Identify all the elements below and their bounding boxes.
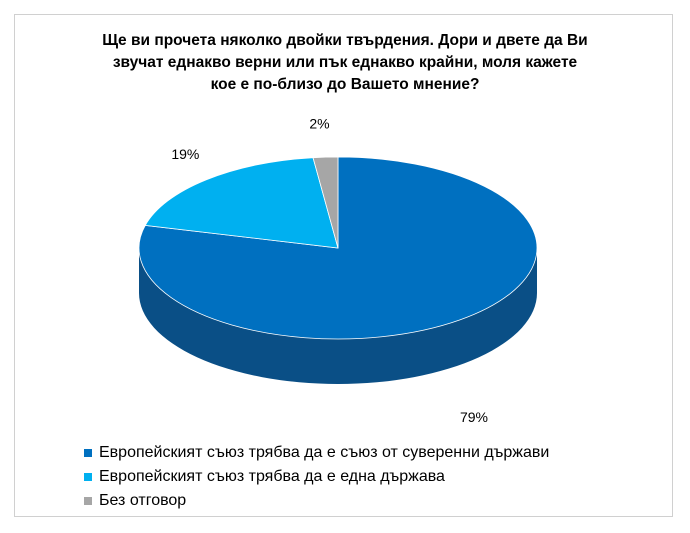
chart-title-line-3: кое е по-близо до Вашето мнение?	[210, 76, 480, 93]
pie-side-walls	[139, 248, 537, 384]
legend-swatch	[84, 473, 92, 481]
data-label: 2%	[309, 116, 329, 132]
legend-label: Европейският съюз трябва да е съюз от су…	[99, 444, 550, 461]
chart-title-line-2: звучат еднакво верни или пък еднакво кра…	[112, 54, 578, 71]
legend-label: Европейският съюз трябва да е една държа…	[99, 468, 445, 485]
legend-item-sovereign-states: Европейският съюз трябва да е съюз от су…	[84, 441, 549, 465]
chart-title-line-1: Ще ви прочета няколко двойки твърдения. …	[102, 32, 588, 49]
legend: Европейският съюз трябва да е съюз от су…	[84, 441, 549, 513]
legend-item-one-state: Европейският съюз трябва да е една държа…	[84, 465, 549, 489]
chart-title: Ще ви прочета няколко двойки твърдения. …	[40, 30, 650, 96]
legend-swatch	[84, 497, 92, 505]
pie-slice	[312, 156, 339, 249]
data-label: 79%	[460, 409, 488, 425]
legend-label: Без отговор	[99, 492, 187, 509]
pie-slice	[144, 157, 339, 249]
data-label: 19%	[171, 146, 199, 162]
pie-side-wall	[139, 248, 537, 384]
legend-swatch	[84, 449, 92, 457]
legend-item-no-answer: Без отговор	[84, 489, 549, 513]
